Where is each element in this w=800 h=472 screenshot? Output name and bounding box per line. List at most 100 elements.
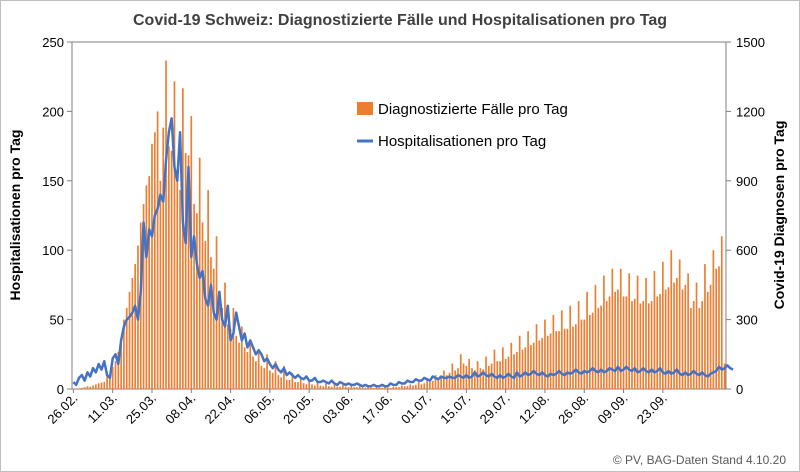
- bar: [406, 386, 409, 389]
- bar: [131, 277, 134, 389]
- bar: [255, 361, 257, 389]
- bar: [212, 268, 215, 389]
- bar: [544, 319, 546, 389]
- bar: [353, 387, 355, 389]
- bar: [566, 328, 569, 389]
- bar: [569, 305, 572, 389]
- x-tick-label: 26.08.: [555, 391, 591, 427]
- bar: [482, 369, 485, 389]
- bar: [156, 111, 159, 390]
- bar: [468, 358, 471, 389]
- bar: [240, 326, 243, 389]
- bar: [622, 296, 625, 389]
- bar: [426, 379, 428, 389]
- bar: [134, 264, 136, 389]
- bar: [589, 314, 591, 389]
- bar: [417, 382, 420, 389]
- bar: [103, 382, 106, 389]
- bar: [89, 386, 92, 389]
- bar: [437, 378, 440, 389]
- bar: [238, 342, 240, 389]
- bar: [715, 268, 718, 389]
- y-right-tick-label: 0: [736, 382, 743, 397]
- bar: [313, 385, 316, 389]
- bar: [591, 312, 594, 389]
- bar: [684, 284, 687, 389]
- bar: [384, 387, 386, 389]
- bar: [650, 301, 653, 389]
- bar: [541, 338, 543, 389]
- bar: [636, 275, 639, 389]
- bar: [117, 351, 120, 389]
- bar: [201, 222, 204, 389]
- x-tick-label: 01.07.: [398, 391, 434, 427]
- bar: [162, 127, 165, 389]
- bar: [718, 266, 720, 389]
- bar: [243, 347, 246, 389]
- bar: [451, 363, 454, 389]
- bar: [269, 370, 271, 389]
- bar: [502, 347, 504, 389]
- bar: [370, 387, 372, 389]
- bar: [226, 324, 229, 389]
- bar: [518, 335, 521, 389]
- bar: [184, 153, 187, 389]
- bar: [176, 176, 179, 389]
- bar: [712, 250, 715, 389]
- x-tick-label: 03.06.: [319, 391, 355, 427]
- bar: [653, 271, 656, 389]
- x-tick-label: 25.03.: [123, 391, 159, 427]
- bar: [445, 375, 448, 389]
- bar: [642, 301, 645, 389]
- bar: [277, 375, 280, 389]
- bar: [120, 338, 122, 389]
- bar: [662, 261, 664, 389]
- bar: [123, 319, 125, 389]
- bar: [173, 81, 176, 389]
- legend: Diagnostizierte Fälle pro Tag Hospitalis…: [357, 101, 568, 150]
- bar: [400, 385, 403, 389]
- x-tick-label: 08.04.: [162, 391, 198, 427]
- x-tick-label: 22.04.: [202, 391, 238, 427]
- y-right-tick-label: 300: [736, 313, 758, 328]
- bar: [530, 345, 532, 389]
- bar: [151, 143, 153, 389]
- y-axis-right-label: Covid-19 Diagnosen pro Tag: [771, 121, 787, 310]
- bar: [555, 331, 558, 389]
- bar: [586, 291, 588, 389]
- bar: [207, 190, 209, 389]
- bar: [395, 387, 398, 389]
- y-axis-left-label: Hospitalisationen pro Tag: [7, 130, 23, 301]
- bar: [574, 324, 577, 389]
- bar: [605, 301, 608, 389]
- bar: [527, 331, 529, 389]
- bar: [378, 387, 381, 389]
- bar: [344, 386, 347, 389]
- x-tick-label: 23.09.: [634, 391, 670, 427]
- bar: [302, 383, 305, 389]
- bar: [611, 268, 614, 389]
- bar: [670, 250, 673, 389]
- bar: [409, 384, 412, 389]
- bar: [465, 365, 468, 389]
- bar: [692, 301, 695, 389]
- bar: [193, 203, 195, 389]
- bar: [283, 365, 285, 389]
- bar: [358, 386, 361, 389]
- bar: [485, 356, 487, 389]
- bar: [709, 284, 712, 389]
- bar: [218, 296, 221, 389]
- y-right-tick-label: 600: [736, 243, 758, 258]
- bar: [308, 380, 311, 389]
- bar: [319, 385, 322, 389]
- bar: [235, 335, 238, 389]
- bar: [221, 308, 224, 389]
- bar: [350, 385, 353, 389]
- x-tick-label: 09.09.: [594, 391, 630, 427]
- y-left-tick-label: 200: [42, 104, 64, 119]
- bar: [563, 328, 566, 389]
- bar: [165, 60, 167, 389]
- bar: [327, 386, 330, 389]
- bar: [316, 382, 319, 389]
